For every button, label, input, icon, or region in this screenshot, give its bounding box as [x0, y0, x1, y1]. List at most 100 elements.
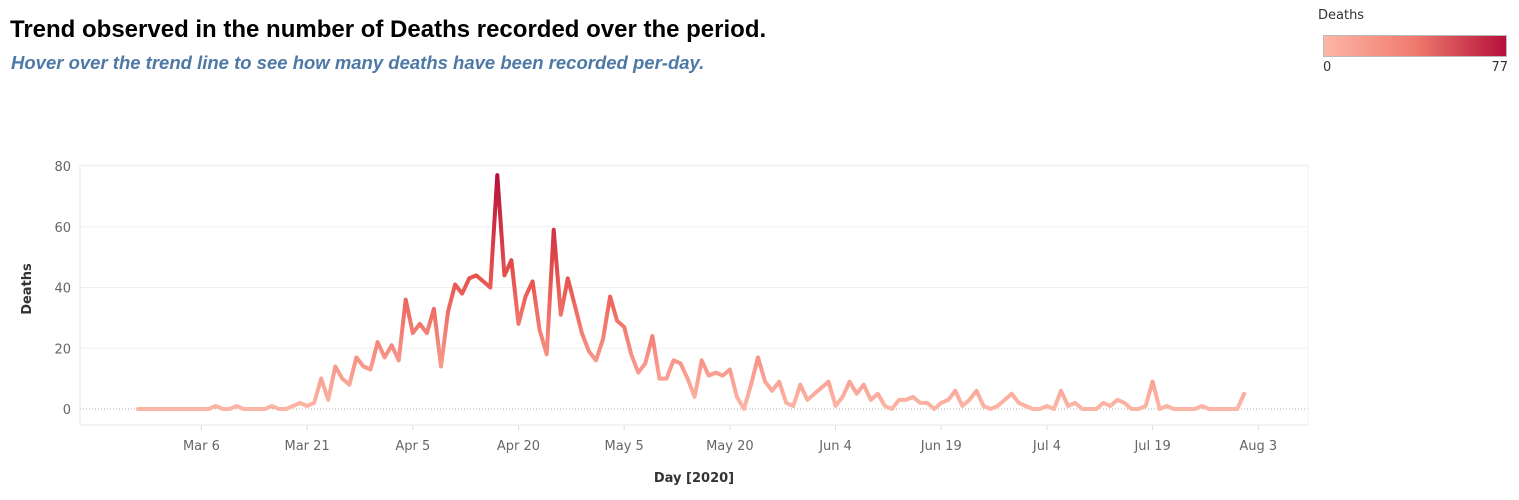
data-point[interactable]: 34: [572, 303, 578, 309]
data-point[interactable]: 0: [1051, 406, 1057, 412]
data-point[interactable]: 0: [1171, 406, 1177, 412]
data-point[interactable]: 0: [248, 406, 254, 412]
data-point[interactable]: 28: [516, 321, 522, 327]
data-point[interactable]: 0: [1093, 406, 1099, 412]
data-point[interactable]: 1: [304, 403, 310, 409]
data-point[interactable]: 0: [889, 406, 895, 412]
data-point[interactable]: 33: [431, 306, 437, 312]
data-point[interactable]: 0: [276, 406, 282, 412]
data-point[interactable]: 0: [1206, 406, 1212, 412]
data-point[interactable]: 26: [537, 327, 543, 333]
data-point[interactable]: 1: [1044, 403, 1050, 409]
data-point[interactable]: 10: [656, 376, 662, 382]
data-point[interactable]: 14: [361, 364, 367, 370]
data-point[interactable]: 42: [480, 278, 486, 284]
data-point[interactable]: 1: [1199, 403, 1205, 409]
data-point[interactable]: 0: [135, 406, 141, 412]
data-point[interactable]: 29: [614, 318, 620, 324]
data-point[interactable]: 8: [861, 382, 867, 388]
data-point[interactable]: 0: [241, 406, 247, 412]
data-point[interactable]: 5: [854, 391, 860, 397]
data-point[interactable]: 1: [882, 403, 888, 409]
data-point[interactable]: 0: [220, 406, 226, 412]
data-point[interactable]: 0: [1129, 406, 1135, 412]
data-point[interactable]: 43: [466, 275, 472, 281]
data-point[interactable]: 1: [1143, 403, 1149, 409]
data-point[interactable]: 38: [459, 291, 465, 297]
data-point[interactable]: 1: [959, 403, 965, 409]
data-point[interactable]: 3: [804, 397, 810, 403]
data-point[interactable]: 1: [234, 403, 240, 409]
data-point[interactable]: 10: [318, 376, 324, 382]
data-point[interactable]: 3: [868, 397, 874, 403]
data-point[interactable]: 0: [156, 406, 162, 412]
data-point[interactable]: 42: [530, 278, 536, 284]
data-point[interactable]: 8: [797, 382, 803, 388]
data-point[interactable]: 16: [671, 357, 677, 363]
data-point[interactable]: 0: [262, 406, 268, 412]
data-point[interactable]: 17: [382, 354, 388, 360]
data-point[interactable]: 16: [699, 357, 705, 363]
data-point[interactable]: 16: [593, 357, 599, 363]
data-point[interactable]: 31: [558, 312, 564, 318]
data-point[interactable]: 0: [142, 406, 148, 412]
data-point[interactable]: 1: [1107, 403, 1113, 409]
data-point[interactable]: 4: [734, 394, 740, 400]
data-point[interactable]: 6: [974, 388, 980, 394]
data-point[interactable]: 2: [1016, 400, 1022, 406]
data-point[interactable]: 5: [875, 391, 881, 397]
trend-line-layer[interactable]: 0000000000010010000100121210314108171413…: [135, 172, 1247, 412]
data-point[interactable]: 49: [508, 257, 514, 263]
data-point[interactable]: 0: [1079, 406, 1085, 412]
data-point[interactable]: 0: [1037, 406, 1043, 412]
data-point[interactable]: 1: [290, 403, 296, 409]
data-point[interactable]: 0: [170, 406, 176, 412]
data-point[interactable]: 4: [910, 394, 916, 400]
data-point[interactable]: 0: [1030, 406, 1036, 412]
data-point[interactable]: 1: [790, 403, 796, 409]
data-point[interactable]: 0: [206, 406, 212, 412]
data-point[interactable]: 2: [1100, 400, 1106, 406]
data-point[interactable]: 0: [184, 406, 190, 412]
data-point[interactable]: 25: [579, 330, 585, 336]
data-point[interactable]: 8: [748, 382, 754, 388]
data-point[interactable]: 17: [755, 354, 761, 360]
data-point[interactable]: 28: [417, 321, 423, 327]
data-point[interactable]: 1: [213, 403, 219, 409]
data-point[interactable]: 19: [586, 348, 592, 354]
data-point[interactable]: 0: [931, 406, 937, 412]
data-point[interactable]: 9: [826, 379, 832, 385]
data-point[interactable]: 32: [445, 309, 451, 315]
data-point[interactable]: 6: [952, 388, 958, 394]
color-legend[interactable]: Deaths 0 77: [1318, 6, 1510, 76]
data-point[interactable]: 1: [1023, 403, 1029, 409]
data-point[interactable]: 2: [938, 400, 944, 406]
deaths-trend-line[interactable]: [136, 173, 1247, 411]
data-point[interactable]: 6: [769, 388, 775, 394]
data-point[interactable]: 3: [903, 397, 909, 403]
data-point[interactable]: 0: [177, 406, 183, 412]
data-point[interactable]: 11: [706, 373, 712, 379]
data-point[interactable]: 12: [713, 370, 719, 376]
data-point[interactable]: 0: [1227, 406, 1233, 412]
data-point[interactable]: 5: [811, 391, 817, 397]
data-point[interactable]: 3: [1114, 397, 1120, 403]
data-point[interactable]: 77: [494, 172, 500, 178]
data-point[interactable]: 10: [664, 376, 670, 382]
data-point[interactable]: 37: [523, 294, 529, 300]
data-point[interactable]: 9: [776, 379, 782, 385]
data-point[interactable]: 0: [1136, 406, 1142, 412]
data-point[interactable]: 14: [332, 364, 338, 370]
data-point[interactable]: 7: [819, 385, 825, 391]
data-point[interactable]: 44: [501, 272, 507, 278]
data-point[interactable]: 21: [389, 342, 395, 348]
data-point[interactable]: 25: [410, 330, 416, 336]
data-point[interactable]: 0: [1220, 406, 1226, 412]
data-point[interactable]: 2: [917, 400, 923, 406]
data-point[interactable]: 8: [346, 382, 352, 388]
data-point[interactable]: 5: [1241, 391, 1247, 397]
data-point[interactable]: 18: [544, 351, 550, 357]
data-point[interactable]: 2: [311, 400, 317, 406]
data-point[interactable]: 16: [396, 357, 402, 363]
